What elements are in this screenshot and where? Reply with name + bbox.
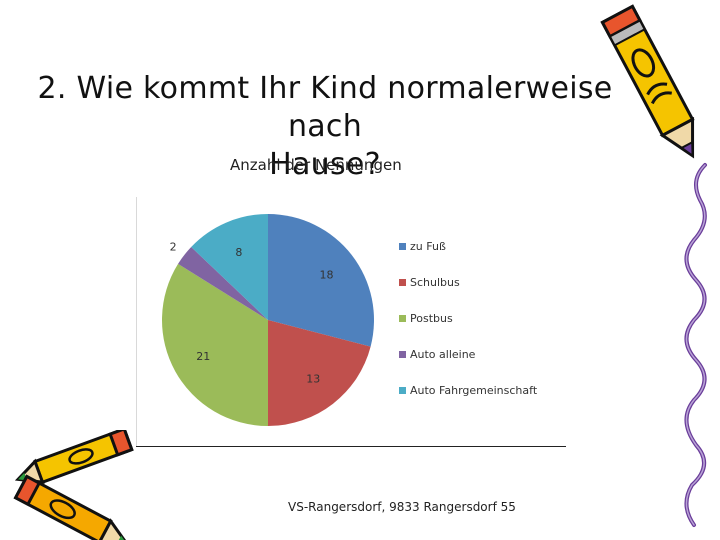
pie-slice-postbus xyxy=(161,263,268,426)
squiggle-line-clipart xyxy=(684,163,707,527)
legend-label-schulbus: Schulbus xyxy=(410,276,460,289)
data-label-postbus: 21 xyxy=(196,350,210,363)
legend-swatch-auto-fahrgemeinschaft xyxy=(399,387,406,394)
pencil-clipart-top-right xyxy=(600,4,695,159)
slide-footer: VS-Rangersdorf, 9833 Rangersdorf 55 xyxy=(288,500,516,514)
data-label-auto-alleine: 2 xyxy=(170,241,177,254)
chart-title: Anzahl der Nennungen xyxy=(230,156,402,174)
pie-chart: 18 13 21 2 8 zu Fuß Schulbus Postbus Auto allein… xyxy=(161,214,538,426)
data-label-zu-fu: 18 xyxy=(320,269,334,282)
legend-swatch-schulbus xyxy=(399,279,406,286)
pie-slice-auto-fahrgemeinschaft xyxy=(191,214,268,320)
legend-swatch-auto-alleine xyxy=(399,351,406,358)
legend-swatch-postbus xyxy=(399,315,406,322)
data-label-auto-fahrgemeinschaft: 8 xyxy=(235,246,242,259)
pie-slice-schulbus xyxy=(268,320,371,426)
legend-label-auto-alleine: Auto alleine xyxy=(410,348,476,361)
legend-label-postbus: Postbus xyxy=(410,312,453,325)
pencils-clipart-bottom-left xyxy=(13,430,134,540)
legend-label-auto-fahrgemeinschaft: Auto Fahrgemeinschaft xyxy=(410,384,538,397)
data-label-schulbus: 13 xyxy=(306,373,320,386)
pie-slice-zu-fu xyxy=(268,214,374,347)
legend-label-zu-fu: zu Fuß xyxy=(410,240,446,253)
pie-slice-auto-alleine xyxy=(178,246,268,320)
slide-title-line-2: Hause? xyxy=(269,147,381,182)
legend-swatch-zu-fu xyxy=(399,243,406,250)
slide-title: 2. Wie kommt Ihr Kind normalerweise nach… xyxy=(10,70,640,184)
slide-title-line-1: 2. Wie kommt Ihr Kind normalerweise nach xyxy=(37,71,613,144)
